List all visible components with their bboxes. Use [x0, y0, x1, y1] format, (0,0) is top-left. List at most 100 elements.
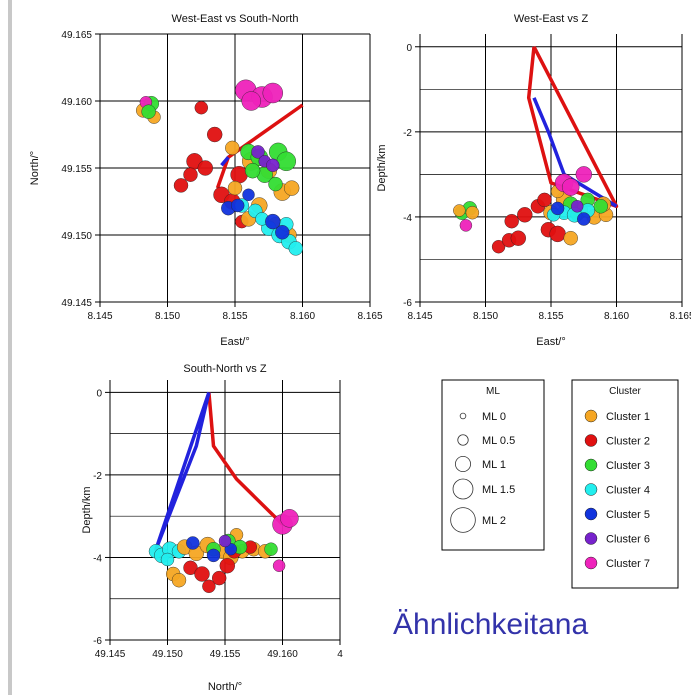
event-point-cluster-2 — [206, 126, 223, 143]
legend-cluster-label: Cluster 2 — [606, 436, 650, 448]
event-point-cluster-4 — [288, 241, 303, 256]
x-tick-label: 8.150 — [155, 311, 180, 322]
x-tick-label: 8.155 — [538, 311, 563, 322]
event-point-cluster-7 — [280, 509, 299, 528]
event-point-cluster-7 — [562, 178, 580, 196]
event-point-cluster-3 — [141, 104, 156, 119]
x-tick-label: 8.145 — [407, 311, 432, 322]
event-point-cluster-3 — [276, 151, 296, 172]
event-point-cluster-1 — [284, 180, 300, 196]
event-point-cluster-2 — [517, 207, 533, 223]
event-point-cluster-7 — [262, 82, 283, 104]
y-tick-label: -4 — [93, 553, 102, 564]
event-point-cluster-2 — [491, 239, 506, 254]
event-point-cluster-2 — [219, 558, 236, 574]
x-tick-label: 49.150 — [152, 649, 183, 660]
legend-cluster-swatch — [584, 483, 598, 496]
legend-cluster — [571, 379, 679, 589]
legend-cluster-swatch — [584, 434, 598, 447]
plot-area — [453, 45, 619, 254]
x-tick-label: 8.155 — [222, 311, 247, 322]
x-axis-label: East/° — [536, 336, 565, 348]
event-point-cluster-2 — [211, 570, 227, 586]
legend-cluster-title: Cluster — [609, 386, 641, 397]
event-point-cluster-5 — [242, 188, 255, 202]
event-point-cluster-5 — [230, 198, 245, 213]
event-point-cluster-6 — [571, 200, 584, 213]
event-point-cluster-5 — [275, 225, 290, 240]
y-tick-label: 49.150 — [61, 231, 92, 242]
legend-cluster-label: Cluster 4 — [606, 485, 650, 497]
legend-ml-label: ML 1.5 — [482, 484, 515, 496]
event-point-cluster-6 — [251, 145, 265, 159]
event-point-cluster-2 — [202, 579, 216, 593]
event-point-cluster-5 — [577, 212, 591, 226]
legend-ml-label: ML 0 — [482, 411, 506, 423]
fault-trace-line — [532, 97, 618, 208]
legend-ml-label: ML 0.5 — [482, 435, 515, 447]
event-point-cluster-5 — [206, 548, 221, 563]
legend-ml — [441, 379, 545, 551]
y-tick-label: 0 — [406, 43, 412, 54]
plot-area — [148, 391, 299, 593]
event-point-cluster-3 — [244, 162, 261, 179]
event-point-cluster-3 — [264, 542, 278, 556]
event-point-cluster-1 — [563, 230, 578, 246]
event-point-cluster-2 — [537, 192, 552, 208]
y-tick-label: -4 — [403, 213, 412, 224]
event-point-cluster-6 — [266, 158, 280, 173]
legend-cluster-label: Cluster 3 — [606, 460, 650, 472]
y-tick-label: -2 — [403, 128, 412, 139]
x-tick-label: 49.155 — [210, 649, 241, 660]
event-point-cluster-6 — [218, 534, 232, 548]
event-point-cluster-3 — [268, 176, 283, 192]
legend-cluster-swatch — [584, 532, 598, 545]
x-tick-label: 8.165 — [357, 311, 382, 322]
event-point-cluster-1 — [171, 573, 187, 588]
legend-cluster-label: Cluster 7 — [606, 558, 650, 570]
y-tick-label: -2 — [93, 471, 102, 482]
y-tick-label: -6 — [403, 298, 412, 309]
x-tick-label: 4 — [337, 649, 343, 660]
legend-ml-symbol — [459, 412, 467, 420]
legend-ml-label: ML 2 — [482, 515, 506, 527]
legend-ml-symbol — [454, 455, 471, 472]
event-point-cluster-5 — [550, 201, 565, 216]
legend-cluster-swatch — [584, 507, 598, 521]
event-point-cluster-2 — [504, 213, 519, 229]
event-point-cluster-1 — [225, 140, 240, 156]
x-tick-label: 49.160 — [267, 649, 298, 660]
legend-ml-symbol — [450, 507, 476, 533]
y-axis-label: North/° — [29, 151, 41, 185]
y-tick-label: 49.145 — [61, 298, 92, 309]
event-point-cluster-2 — [510, 230, 526, 246]
legend-ml-label: ML 1 — [482, 459, 506, 471]
x-tick-label: 8.160 — [604, 311, 629, 322]
fault-trace-line — [220, 156, 230, 167]
legend-ml-title: ML — [486, 386, 500, 397]
event-point-cluster-2 — [197, 160, 214, 176]
event-point-cluster-7 — [459, 219, 473, 232]
event-point-cluster-1 — [465, 205, 480, 220]
y-tick-label: 49.165 — [61, 30, 92, 41]
x-axis-label: North/° — [208, 681, 242, 693]
y-tick-label: 49.160 — [61, 97, 92, 108]
subplot-title: West-East vs Z — [514, 13, 589, 25]
legend-cluster-label: Cluster 1 — [606, 411, 650, 423]
fault-trace-line — [526, 45, 619, 209]
event-point-cluster-7 — [575, 166, 592, 183]
legend-ml-symbol — [452, 478, 474, 500]
x-tick-label: 8.165 — [669, 311, 691, 322]
legend-cluster-swatch — [584, 409, 598, 423]
y-axis-label: Depth/km — [81, 486, 93, 533]
legend-cluster-label: Cluster 5 — [606, 509, 650, 521]
y-axis-label: Depth/km — [376, 144, 388, 191]
y-tick-label: 0 — [96, 388, 102, 399]
event-point-cluster-1 — [227, 180, 243, 196]
x-tick-label: 49.145 — [95, 649, 126, 660]
event-point-cluster-2 — [194, 100, 209, 115]
plot-area — [135, 79, 304, 256]
fault-trace-line — [154, 391, 211, 551]
y-tick-label: 49.155 — [61, 164, 92, 175]
